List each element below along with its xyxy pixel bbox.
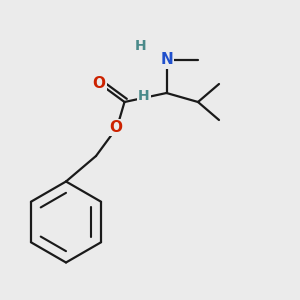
- Text: H: H: [138, 89, 150, 103]
- Text: O: O: [109, 120, 122, 135]
- Text: O: O: [92, 76, 106, 92]
- Text: N: N: [160, 52, 173, 68]
- Text: H: H: [135, 40, 147, 53]
